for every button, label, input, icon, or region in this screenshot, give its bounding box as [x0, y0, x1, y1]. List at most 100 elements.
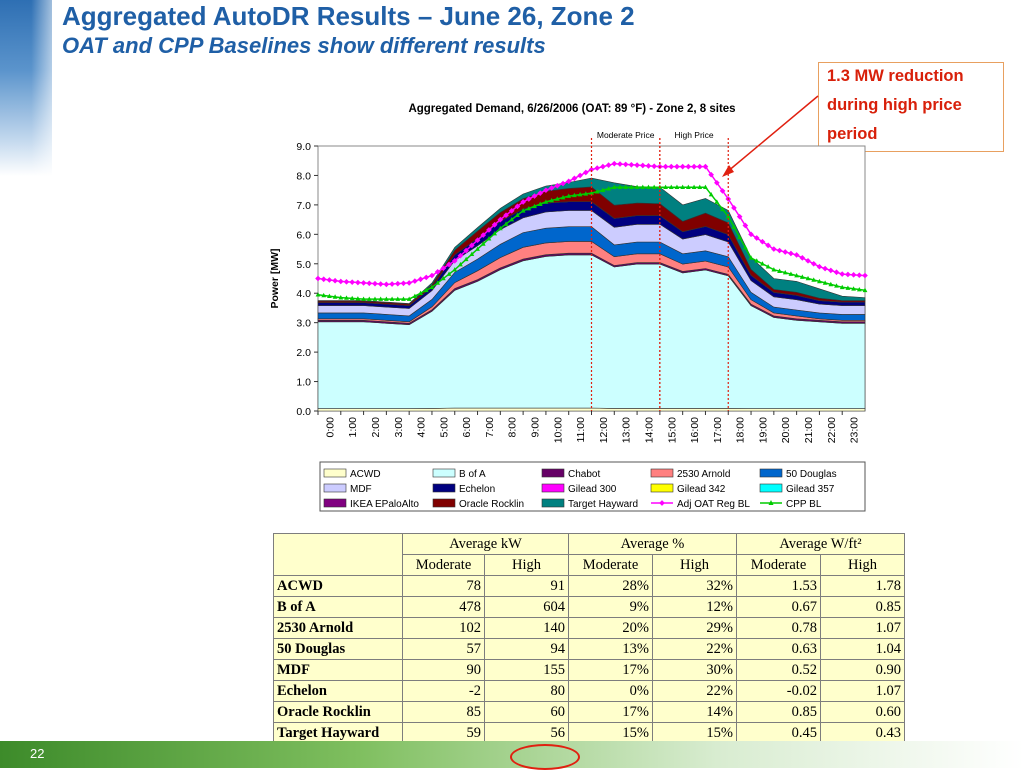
marker-cpp-bl — [349, 295, 355, 301]
x-tick-label: 3:00 — [393, 417, 405, 438]
marker-adj-oat-reg-bl — [765, 242, 771, 249]
table-corner — [273, 533, 403, 576]
table-cell: 90 — [402, 659, 485, 681]
marker-adj-oat-reg-bl — [389, 281, 395, 287]
table-row: Target Hayward 59 56 15% 15% 0.45 0.43 — [273, 722, 905, 745]
x-tick-label: 16:00 — [689, 417, 701, 443]
marker-adj-oat-reg-bl — [508, 207, 515, 214]
callout-line-2: during high price — [827, 96, 962, 114]
marker-cpp-bl — [799, 274, 805, 279]
table-cell: 0.60 — [820, 701, 905, 723]
results-table: Average kW Average % Average W/ft² Moder… — [273, 533, 905, 766]
legend-label-adj-oat-reg-bl: Adj OAT Reg BL — [677, 499, 750, 510]
marker-cpp-bl — [355, 296, 361, 301]
table-cell: 0.78 — [736, 617, 821, 639]
marker-adj-oat-reg-bl — [474, 237, 481, 244]
legend-marker-adj-oat-reg-bl — [659, 500, 665, 506]
marker-cpp-bl — [389, 296, 395, 301]
table-cell: 155 — [484, 659, 569, 681]
marker-adj-oat-reg-bl — [679, 163, 686, 170]
table-cell: 56 — [484, 722, 569, 745]
marker-adj-oat-reg-bl — [776, 247, 783, 254]
table-cell: 91 — [484, 575, 569, 597]
marker-cpp-bl — [583, 191, 589, 196]
marker-adj-oat-reg-bl — [651, 163, 658, 170]
marker-cpp-bl — [628, 184, 634, 190]
marker-cpp-bl — [338, 295, 344, 300]
table-cell: 1.07 — [820, 617, 905, 639]
marker-cpp-bl — [418, 290, 423, 296]
marker-adj-oat-reg-bl — [788, 250, 794, 257]
x-tick-label: 2:00 — [370, 417, 382, 438]
marker-adj-oat-reg-bl — [548, 185, 555, 191]
marker-adj-oat-reg-bl — [793, 252, 800, 258]
x-tick-label: 20:00 — [780, 417, 792, 443]
sub-header: Moderate — [402, 554, 485, 576]
x-tick-label: 10:00 — [552, 417, 564, 443]
x-tick-label: 7:00 — [484, 417, 496, 438]
marker-adj-oat-reg-bl — [406, 280, 412, 286]
marker-adj-oat-reg-bl — [645, 163, 652, 169]
marker-cpp-bl — [731, 224, 737, 229]
marker-adj-oat-reg-bl — [486, 227, 492, 233]
marker-cpp-bl — [435, 280, 441, 285]
marker-cpp-bl — [851, 286, 857, 291]
marker-cpp-bl — [492, 230, 498, 236]
marker-cpp-bl — [475, 246, 480, 251]
marker-cpp-bl — [646, 184, 651, 190]
table-cell: 0.63 — [736, 638, 821, 660]
marker-adj-oat-reg-bl — [611, 160, 618, 167]
marker-cpp-bl — [760, 261, 765, 266]
table-cell: 80 — [484, 680, 569, 702]
marker-adj-oat-reg-bl — [617, 161, 623, 167]
table-cell: 28% — [568, 575, 653, 597]
y-tick-label: 2.0 — [296, 347, 311, 359]
legend-swatch-chabot — [541, 468, 565, 478]
marker-adj-oat-reg-bl — [332, 277, 338, 284]
marker-adj-oat-reg-bl — [622, 161, 629, 168]
table-cell: 22% — [652, 680, 737, 702]
table-cell: 30% — [652, 659, 737, 681]
legend-label-cpp-bl: CPP BL — [786, 499, 822, 510]
marker-cpp-bl — [782, 270, 788, 275]
price-period-label: High Price — [674, 130, 713, 140]
table-cell: 17% — [568, 701, 653, 723]
legend-label-50-douglas: 50 Douglas — [786, 469, 837, 480]
table-cell: 140 — [484, 617, 569, 639]
legend-swatch-gilead-342 — [650, 483, 674, 493]
marker-adj-oat-reg-bl — [708, 171, 714, 178]
marker-adj-oat-reg-bl — [412, 278, 418, 284]
y-tick-label: 5.0 — [296, 259, 311, 271]
marker-adj-oat-reg-bl — [702, 163, 709, 170]
marker-adj-oat-reg-bl — [537, 190, 544, 196]
marker-adj-oat-reg-bl — [816, 263, 823, 270]
marker-cpp-bl — [617, 184, 623, 190]
legend-label-gilead-342: Gilead 342 — [677, 484, 726, 495]
marker-cpp-bl — [497, 225, 503, 231]
marker-cpp-bl — [856, 286, 862, 292]
marker-adj-oat-reg-bl — [634, 162, 640, 168]
table-cell: 1.53 — [736, 575, 821, 597]
x-tick-label: 5:00 — [438, 417, 450, 438]
legend-label-ikea-epaloalto: IKEA EPaloAlto — [350, 499, 419, 510]
sub-header: High — [484, 554, 569, 576]
marker-cpp-bl — [748, 255, 754, 260]
sub-header: Moderate — [736, 554, 821, 576]
legend-swatch-target-hayward — [541, 498, 565, 508]
marker-cpp-bl — [463, 256, 469, 262]
group-header-avg-kw: Average kW — [402, 533, 569, 555]
marker-adj-oat-reg-bl — [360, 280, 367, 286]
x-tick-label: 17:00 — [712, 417, 724, 443]
table-cell: 478 — [402, 596, 485, 618]
legend-swatch-mdf — [323, 483, 347, 493]
marker-adj-oat-reg-bl — [560, 180, 566, 187]
marker-cpp-bl — [794, 272, 800, 278]
marker-adj-oat-reg-bl — [827, 267, 834, 274]
marker-cpp-bl — [788, 271, 794, 276]
marker-cpp-bl — [480, 241, 486, 246]
marker-adj-oat-reg-bl — [759, 238, 766, 245]
marker-cpp-bl — [378, 296, 384, 301]
table-cell: 0.85 — [736, 701, 821, 723]
marker-adj-oat-reg-bl — [736, 213, 743, 220]
table-row: Oracle Rocklin 85 60 17% 14% 0.85 0.60 — [273, 701, 905, 723]
